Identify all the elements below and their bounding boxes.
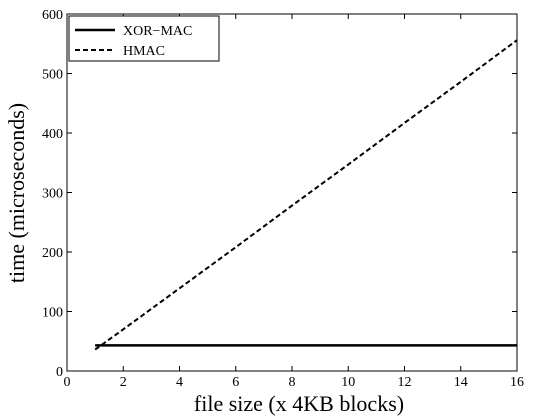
- x-tick-label: 8: [289, 375, 296, 390]
- plot-frame: [66, 13, 518, 372]
- y-tick-label: 500: [42, 68, 63, 83]
- y-tick-label: 0: [56, 365, 63, 380]
- x-tick-label: 16: [510, 375, 524, 390]
- x-tick-label: 10: [341, 375, 355, 390]
- x-tick-label: 4: [176, 375, 183, 390]
- axis-ticks: 0 2 4 6 8 10 12 14 16 0 100 200 300 400 500 600: [42, 8, 524, 390]
- y-tick-label: 200: [42, 246, 63, 261]
- x-tick-label: 6: [232, 375, 239, 390]
- series-line-hmac: [94, 39, 518, 351]
- x-axis-label: file size (x 4KB blocks): [194, 391, 404, 416]
- y-axis-label: time (microseconds): [4, 103, 29, 283]
- legend: XOR−MAC HMAC: [68, 15, 220, 62]
- legend-label: HMAC: [123, 44, 165, 59]
- y-tick-label: 400: [42, 127, 63, 142]
- y-tick-label: 600: [42, 8, 63, 23]
- legend-box: [68, 15, 220, 62]
- y-tick-label: 300: [42, 187, 63, 202]
- x-tick-label: 14: [454, 375, 468, 390]
- x-tick-label: 0: [64, 375, 71, 390]
- plot-area: [66, 13, 518, 372]
- x-tick-label: 12: [398, 375, 412, 390]
- y-tick-label: 100: [42, 306, 63, 321]
- x-tick-label: 2: [120, 375, 127, 390]
- legend-label: XOR−MAC: [123, 24, 192, 39]
